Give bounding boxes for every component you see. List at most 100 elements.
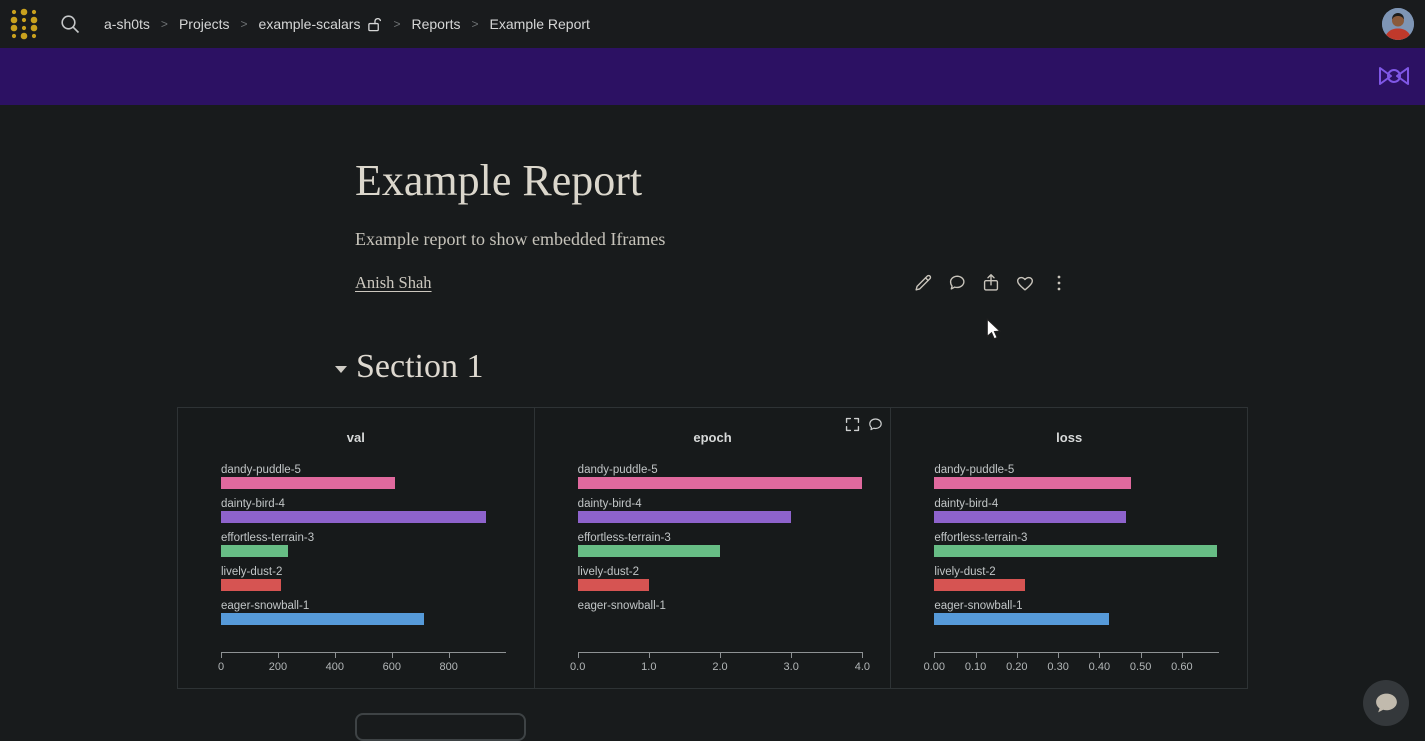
run-bar-dandy-puddle-5[interactable]: [221, 477, 395, 489]
panel-title: val: [346, 430, 365, 445]
axis-tick-label: 0.10: [964, 661, 987, 673]
author-link[interactable]: Anish Shah: [355, 273, 432, 292]
comment-button[interactable]: [945, 271, 969, 295]
panel-grid: val dandy-puddle-5 dainty-bird-4 effortless…: [177, 407, 1248, 689]
project-visibility-button[interactable]: [367, 17, 382, 32]
chart-panel-epoch: epoch dandy-puddle-5 dainty-bird-4 effortle…: [533, 408, 891, 688]
axis-tick-label: 3.0: [783, 661, 799, 673]
panel-comment-button[interactable]: [867, 416, 884, 438]
chart-bar-group: dandy-puddle-5: [221, 463, 506, 489]
x-axis: 0 200 400 600 800: [217, 652, 506, 682]
user-avatar[interactable]: [1382, 8, 1414, 40]
more-button[interactable]: [1047, 271, 1071, 295]
breadcrumb-separator: >: [471, 17, 479, 31]
axis-tick: [720, 652, 721, 658]
axis-tick-label: 0.00: [923, 661, 946, 673]
run-bar-dandy-puddle-5[interactable]: [577, 477, 863, 489]
run-label: effortless-terrain-3: [577, 532, 671, 544]
axis-tick: [791, 652, 793, 658]
run-label: dandy-puddle-5: [577, 464, 658, 476]
axis-tick: [1099, 652, 1101, 658]
run-label: eager-snowball-1: [934, 600, 1023, 612]
x-axis: 0.0 1.0 2.0 3.0 4.0: [570, 652, 870, 682]
edit-button[interactable]: [911, 271, 935, 295]
panel-fullscreen-button[interactable]: [844, 416, 861, 438]
share-button[interactable]: [979, 271, 1003, 295]
axis-tick: [862, 652, 864, 658]
chat-bubble-icon: [1375, 693, 1397, 712]
run-bar-lively-dust-2[interactable]: [934, 579, 1026, 591]
axis-tick-label: 0.0: [570, 661, 586, 673]
axis-tick: [975, 652, 977, 658]
run-label: lively-dust-2: [577, 566, 640, 578]
x-axis: 0.00 0.10 0.20 0.30 0.40 0.50 0.60: [924, 652, 1220, 682]
breadcrumb-item-reports[interactable]: Reports: [411, 16, 461, 32]
chart-bar-group: lively-dust-2: [934, 565, 1219, 591]
axis-tick-label: 0.40: [1088, 661, 1111, 673]
report-actions: [911, 271, 1071, 295]
run-label: dandy-puddle-5: [934, 464, 1015, 476]
search-button[interactable]: [58, 12, 82, 36]
like-button[interactable]: [1013, 271, 1037, 295]
partial-panel-block[interactable]: [355, 713, 526, 741]
axis-line: [221, 652, 506, 653]
chart-panel-loss: loss dandy-puddle-5 dainty-bird-4 effortles…: [890, 408, 1247, 688]
axis-tick: [277, 652, 279, 658]
breadcrumb-item-example-scalars[interactable]: example-scalars: [258, 16, 361, 32]
axis-tick: [1016, 652, 1018, 658]
chart-plot-area: dandy-puddle-5 dainty-bird-4 effortless-te…: [217, 463, 506, 688]
run-label: eager-snowball-1: [577, 600, 666, 612]
chat-bubble-button[interactable]: [1363, 680, 1409, 726]
chart-panel-val: val dandy-puddle-5 dainty-bird-4 effortless…: [178, 408, 534, 688]
breadcrumb-item-projects[interactable]: Projects: [178, 16, 230, 32]
breadcrumb-item-a-sh0ts[interactable]: a-sh0ts: [104, 16, 150, 32]
run-bar-dainty-bird-4[interactable]: [221, 511, 486, 523]
run-bar-dandy-puddle-5[interactable]: [934, 477, 1132, 489]
run-bar-effortless-terrain-3[interactable]: [577, 545, 720, 557]
pencil-icon: [915, 274, 932, 291]
heart-icon: [1016, 276, 1034, 291]
search-icon: [61, 15, 80, 34]
axis-tick: [1058, 652, 1060, 658]
panel-title: loss: [1056, 430, 1083, 445]
fullscreen-icon: [846, 417, 860, 432]
mouse-cursor: [986, 318, 1002, 340]
axis-tick: [221, 652, 222, 658]
run-bar-eager-snowball-1[interactable]: [934, 613, 1109, 625]
chart-bar-group: dainty-bird-4: [577, 497, 863, 523]
run-bar-lively-dust-2[interactable]: [221, 579, 281, 591]
banner-link[interactable]: [1377, 62, 1411, 95]
section-heading: Section 1: [335, 348, 483, 386]
run-label: dainty-bird-4: [577, 498, 642, 510]
axis-tick-label: 0: [217, 661, 225, 673]
chart-plot-area: dandy-puddle-5 dainty-bird-4 effortless-te…: [570, 463, 870, 688]
run-label: dandy-puddle-5: [221, 464, 301, 476]
run-bar-eager-snowball-1[interactable]: [221, 613, 424, 625]
run-bar-dainty-bird-4[interactable]: [577, 511, 792, 523]
breadcrumb-separator: >: [393, 17, 401, 31]
chart-bar-group: dandy-puddle-5: [934, 463, 1219, 489]
chart-bar-group: effortless-terrain-3: [221, 531, 506, 557]
unlock-icon: [368, 17, 382, 31]
breadcrumb-separator: >: [240, 17, 248, 31]
run-label: effortless-terrain-3: [934, 532, 1028, 544]
kebab-icon: [1057, 275, 1061, 291]
chart-bar-group: eager-snowball-1: [578, 599, 863, 625]
run-bar-effortless-terrain-3[interactable]: [221, 545, 289, 557]
breadcrumb-separator: >: [160, 17, 168, 31]
axis-tick-label: 0.50: [1129, 661, 1152, 673]
run-bar-effortless-terrain-3[interactable]: [934, 545, 1217, 557]
caret-down-icon[interactable]: [335, 366, 347, 373]
axis-tick-label: 0.20: [1006, 661, 1028, 673]
wandb-logo[interactable]: [9, 6, 39, 42]
comment-sm-icon: [869, 418, 883, 431]
promo-banner: [0, 48, 1425, 105]
breadcrumb: a-sh0ts > Projects > example-scalars > Reports…: [104, 16, 590, 32]
chart-bar-group: eager-snowball-1: [221, 599, 506, 625]
share-icon: [983, 274, 999, 291]
run-bar-lively-dust-2[interactable]: [577, 579, 649, 591]
run-bar-dainty-bird-4[interactable]: [934, 511, 1127, 523]
top-nav: a-sh0ts > Projects > example-scalars > Reports…: [0, 0, 1425, 48]
page-title: Example Report: [355, 156, 643, 205]
panel-title: epoch: [693, 430, 732, 445]
